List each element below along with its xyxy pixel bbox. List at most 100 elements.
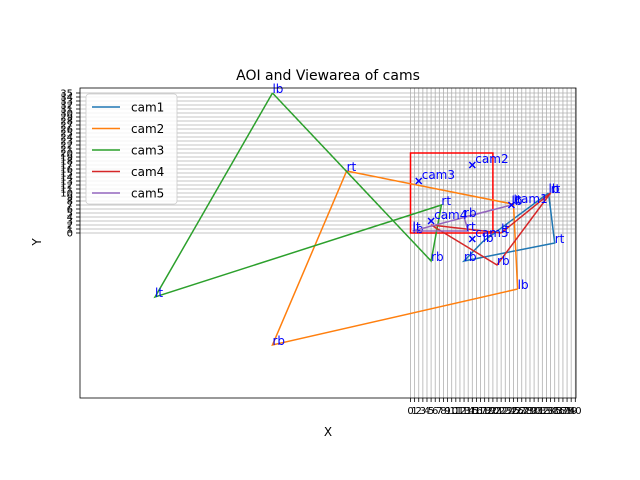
series-line-cam1: [461, 192, 556, 263]
y-tick-label: 27: [60, 121, 73, 132]
x-tick-label: 5: [428, 406, 434, 417]
x-tick-label: 15: [466, 406, 479, 417]
corner-label: lb: [483, 231, 494, 245]
y-tick-label: 21: [60, 145, 73, 156]
corner-label: rt: [441, 194, 451, 208]
chart-title: AOI and Viewarea of cams: [236, 68, 420, 84]
series-line-cam3: [153, 92, 443, 299]
x-tick-label: 13: [458, 406, 471, 417]
corner-label: lt: [514, 193, 522, 207]
camera-label: cam5: [475, 226, 508, 240]
corner-label: lb: [272, 82, 283, 96]
x-tick-label: 3: [420, 406, 426, 417]
camera-label: cam1: [514, 192, 547, 206]
y-tick-label: 10: [60, 189, 73, 200]
y-tick-label: 11: [60, 185, 73, 196]
camera-marker: [507, 201, 515, 209]
x-tick-label: 39: [565, 406, 578, 417]
camera-label: cam2: [475, 152, 508, 166]
y-tick-label: 19: [60, 153, 73, 164]
y-tick-label: 9: [67, 193, 73, 204]
y-tick-label: 24: [60, 133, 73, 144]
y-tick-label: 18: [60, 157, 73, 168]
x-tick-label: 40: [569, 406, 582, 417]
y-tick-label: 14: [60, 173, 73, 184]
y-tick-label: 32: [60, 101, 73, 112]
corner-label: lt: [155, 286, 163, 300]
legend-label: cam5: [131, 187, 164, 201]
y-tick-label: 20: [60, 149, 73, 160]
camera-label: cam4: [434, 208, 467, 222]
y-tick-label: 17: [60, 161, 73, 172]
x-tick-label: 18: [478, 406, 491, 417]
series-line-cam4: [430, 192, 552, 266]
x-tick-label: 35: [548, 406, 561, 417]
x-tick-label: 0: [407, 406, 413, 417]
y-tick-label: 2: [67, 221, 73, 232]
y-tick-label: 8: [67, 197, 73, 208]
y-tick-label: 30: [60, 109, 73, 120]
x-tick-label: 34: [544, 406, 557, 417]
x-tick-label: 24: [503, 406, 516, 417]
x-tick-label: 29: [524, 406, 537, 417]
x-tick-label: 33: [540, 406, 553, 417]
x-tick-label: 28: [519, 406, 532, 417]
corner-label: lt: [413, 220, 421, 234]
legend-label: cam3: [131, 144, 164, 158]
legend-label: cam2: [131, 122, 164, 136]
x-tick-label: 12: [454, 406, 467, 417]
x-tick-label: 21: [491, 406, 504, 417]
x-tick-label: 2: [416, 406, 422, 417]
y-tick-label: 22: [60, 141, 73, 152]
legend-label: cam1: [131, 101, 164, 115]
x-tick-label: 26: [511, 406, 524, 417]
x-tick-label: 16: [470, 406, 483, 417]
y-tick-label: 25: [60, 129, 73, 140]
y-tick-label: 5: [67, 209, 73, 220]
x-tick-label: 17: [474, 406, 487, 417]
x-tick-label: 23: [499, 406, 512, 417]
corner-label: rb: [497, 254, 510, 268]
corner-label: lb: [511, 194, 522, 208]
corner-label: rt: [555, 232, 565, 246]
x-tick-label: 14: [462, 406, 475, 417]
y-tick-label: 16: [60, 165, 73, 176]
series-line-cam5: [412, 204, 512, 232]
y-tick-label: 7: [67, 201, 73, 212]
x-tick-label: 20: [487, 406, 500, 417]
corner-label: rt: [466, 220, 476, 234]
camera-marker: [415, 177, 423, 185]
y-tick-label: 33: [60, 97, 73, 108]
y-tick-label: 15: [60, 169, 73, 180]
camera-marker: [468, 161, 476, 169]
corner-label: rb: [431, 250, 444, 264]
y-tick-label: 1: [67, 225, 73, 236]
y-tick-label: 31: [60, 105, 73, 116]
x-tick-label: 4: [424, 406, 430, 417]
x-tick-label: 22: [495, 406, 508, 417]
aoi-rectangle: [409, 152, 494, 234]
y-tick-label: 0: [67, 229, 73, 240]
y-tick-label: 29: [60, 113, 73, 124]
x-tick-label: 37: [557, 406, 570, 417]
axes-frame: [79, 87, 577, 399]
corner-label: rt: [551, 182, 561, 196]
y-tick-label: 12: [60, 181, 73, 192]
x-tick-label: 1: [411, 406, 417, 417]
y-tick-label: 6: [67, 205, 73, 216]
y-tick-label: 4: [67, 213, 73, 224]
x-tick-label: 11: [449, 406, 462, 417]
x-tick-label: 38: [561, 406, 574, 417]
x-tick-label: 27: [515, 406, 528, 417]
x-tick-label: 9: [444, 406, 450, 417]
x-tick-label: 36: [552, 406, 565, 417]
x-tick-label: 8: [440, 406, 446, 417]
x-tick-label: 31: [532, 406, 545, 417]
x-tick-label: 6: [432, 406, 438, 417]
y-tick-label: 23: [60, 137, 73, 148]
x-axis-label: X: [324, 425, 332, 439]
legend: cam1 cam2 cam3 cam4 cam5: [85, 93, 178, 205]
corner-label: lb: [549, 182, 560, 196]
